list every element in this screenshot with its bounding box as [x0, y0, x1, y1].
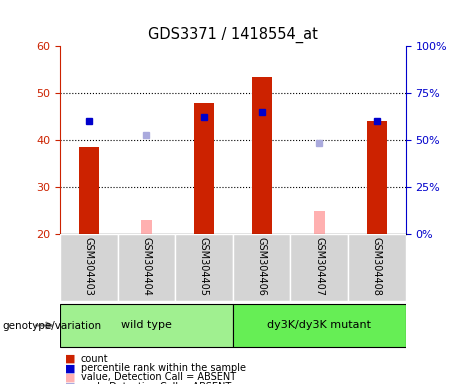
Bar [367, 121, 387, 234]
Text: percentile rank within the sample: percentile rank within the sample [81, 363, 246, 373]
Text: ■: ■ [65, 372, 75, 382]
Text: count: count [81, 354, 108, 364]
FancyBboxPatch shape [60, 304, 233, 347]
Text: GSM304403: GSM304403 [84, 237, 94, 296]
Text: ■: ■ [65, 354, 75, 364]
Text: value, Detection Call = ABSENT: value, Detection Call = ABSENT [81, 372, 236, 382]
Text: GSM304405: GSM304405 [199, 237, 209, 296]
Text: ■: ■ [65, 363, 75, 373]
Bar [175, 234, 233, 301]
Title: GDS3371 / 1418554_at: GDS3371 / 1418554_at [148, 27, 318, 43]
Bar [348, 234, 406, 301]
Bar [252, 77, 272, 234]
Bar [233, 234, 290, 301]
Bar [60, 234, 118, 301]
Bar [313, 211, 325, 234]
Text: GSM304406: GSM304406 [257, 237, 266, 296]
Bar [194, 103, 214, 234]
Text: GSM304404: GSM304404 [142, 237, 151, 296]
Text: rank, Detection Call = ABSENT: rank, Detection Call = ABSENT [81, 382, 231, 384]
Text: dy3K/dy3K mutant: dy3K/dy3K mutant [267, 320, 371, 331]
Bar [290, 234, 348, 301]
Text: GSM304407: GSM304407 [314, 237, 324, 296]
Bar [118, 234, 175, 301]
Bar [141, 220, 152, 234]
Text: GSM304408: GSM304408 [372, 237, 382, 296]
Bar [79, 147, 99, 234]
Text: wild type: wild type [121, 320, 172, 331]
FancyBboxPatch shape [233, 304, 406, 347]
Text: ■: ■ [65, 382, 75, 384]
Text: genotype/variation: genotype/variation [2, 321, 101, 331]
